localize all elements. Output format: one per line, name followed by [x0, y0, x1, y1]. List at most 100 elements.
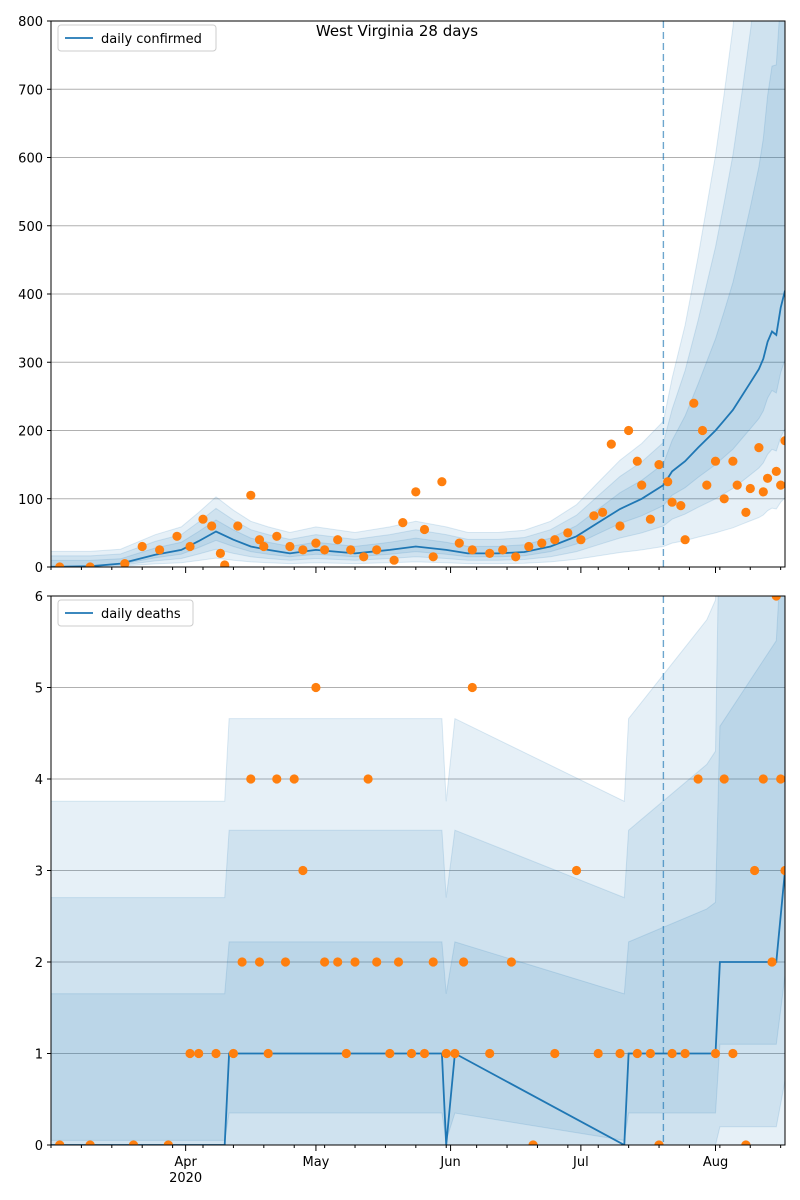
data-point	[298, 865, 308, 876]
data-point	[745, 483, 755, 494]
data-point	[185, 1048, 195, 1059]
data-point	[498, 545, 508, 555]
data-point	[750, 865, 760, 876]
data-point	[563, 528, 573, 538]
data-point	[254, 957, 265, 967]
data-point	[128, 1140, 139, 1145]
y-tick-label: 600	[18, 152, 43, 167]
data-point	[259, 541, 269, 552]
data-point	[406, 1048, 417, 1059]
data-point	[576, 535, 586, 545]
data-point	[372, 957, 382, 967]
data-point	[719, 774, 729, 784]
y-tick-label: 100	[18, 493, 43, 508]
data-point	[246, 490, 256, 500]
legend: daily confirmed	[57, 24, 217, 52]
data-point	[767, 957, 777, 967]
data-point	[280, 957, 291, 967]
data-point	[120, 559, 130, 567]
uncertainty-band	[51, 596, 785, 1141]
data-point	[645, 1048, 656, 1059]
data-point	[411, 487, 421, 497]
uncertainty-band	[51, 21, 785, 567]
data-point	[237, 957, 247, 967]
data-point	[719, 494, 729, 504]
y-tick-label: 400	[18, 288, 43, 303]
y-tick-label: 0	[35, 561, 43, 576]
legend-label: daily confirmed	[101, 32, 202, 47]
data-point	[741, 1140, 751, 1145]
data-point	[194, 1048, 204, 1059]
data-point	[697, 425, 708, 436]
data-point	[606, 439, 616, 449]
x-year-label: 2020	[169, 1171, 202, 1186]
shared-x-axis: Apr May Jun Jul Aug 2020	[169, 1155, 728, 1186]
data-point	[228, 1048, 238, 1059]
data-point	[137, 541, 147, 552]
data-point	[220, 560, 230, 567]
x-tick-label: Jun	[439, 1155, 460, 1170]
data-point	[428, 552, 438, 562]
data-point	[676, 501, 686, 511]
data-point	[680, 1048, 690, 1059]
data-point	[667, 1048, 677, 1059]
data-point	[454, 538, 464, 548]
data-point	[389, 555, 399, 565]
data-point	[511, 552, 521, 562]
confirmed-panel: 0 100 200 300 400 500 600 700 800 daily confirmed	[18, 15, 786, 576]
data-point	[172, 531, 182, 541]
series-line-daily-confirmed	[51, 290, 785, 567]
data-point	[776, 480, 785, 490]
data-point	[728, 1048, 738, 1059]
data-point	[215, 548, 225, 559]
data-point	[710, 456, 721, 466]
data-point	[506, 957, 516, 967]
chart-title: West Virginia 28 days	[316, 22, 478, 40]
uncertainty-band	[51, 596, 785, 1145]
data-point	[263, 1048, 273, 1059]
data-point	[289, 774, 299, 784]
data-point	[350, 957, 360, 967]
data-point	[55, 1140, 65, 1145]
data-point	[311, 538, 321, 548]
data-point	[771, 466, 781, 476]
data-point	[710, 1048, 721, 1059]
data-point	[485, 548, 495, 559]
data-point	[689, 398, 699, 408]
data-point	[333, 535, 343, 545]
data-point	[754, 443, 764, 453]
data-point	[372, 545, 382, 555]
data-point	[702, 480, 712, 490]
data-point	[645, 514, 656, 524]
data-point	[763, 473, 773, 483]
data-point	[246, 774, 256, 784]
data-point	[254, 535, 265, 545]
data-point	[771, 596, 781, 601]
data-point	[459, 957, 469, 967]
data-point	[163, 1140, 173, 1145]
y-tick-label: 6	[35, 590, 43, 605]
data-point	[680, 535, 690, 545]
data-point	[320, 957, 330, 967]
data-point	[589, 511, 599, 521]
data-point	[637, 480, 647, 490]
data-point	[593, 1048, 603, 1059]
deaths-panel: 0 1 2 3 4 5 6 daily deaths	[35, 590, 786, 1154]
x-tick-label: Apr	[174, 1155, 197, 1170]
data-point	[598, 507, 608, 517]
data-point	[693, 774, 703, 784]
uncertainty-band	[51, 21, 785, 566]
x-tick-label: Aug	[703, 1155, 728, 1170]
data-point	[485, 1048, 495, 1059]
y-tick-label: 700	[18, 83, 43, 98]
data-point	[615, 521, 625, 531]
data-point	[663, 477, 673, 487]
y-tick-label: 0	[35, 1139, 43, 1154]
data-point	[758, 487, 768, 497]
data-point	[467, 682, 477, 693]
data-point	[632, 1048, 642, 1059]
data-point	[758, 774, 768, 784]
y-tick-label: 1	[35, 1048, 43, 1063]
data-point	[537, 538, 547, 548]
